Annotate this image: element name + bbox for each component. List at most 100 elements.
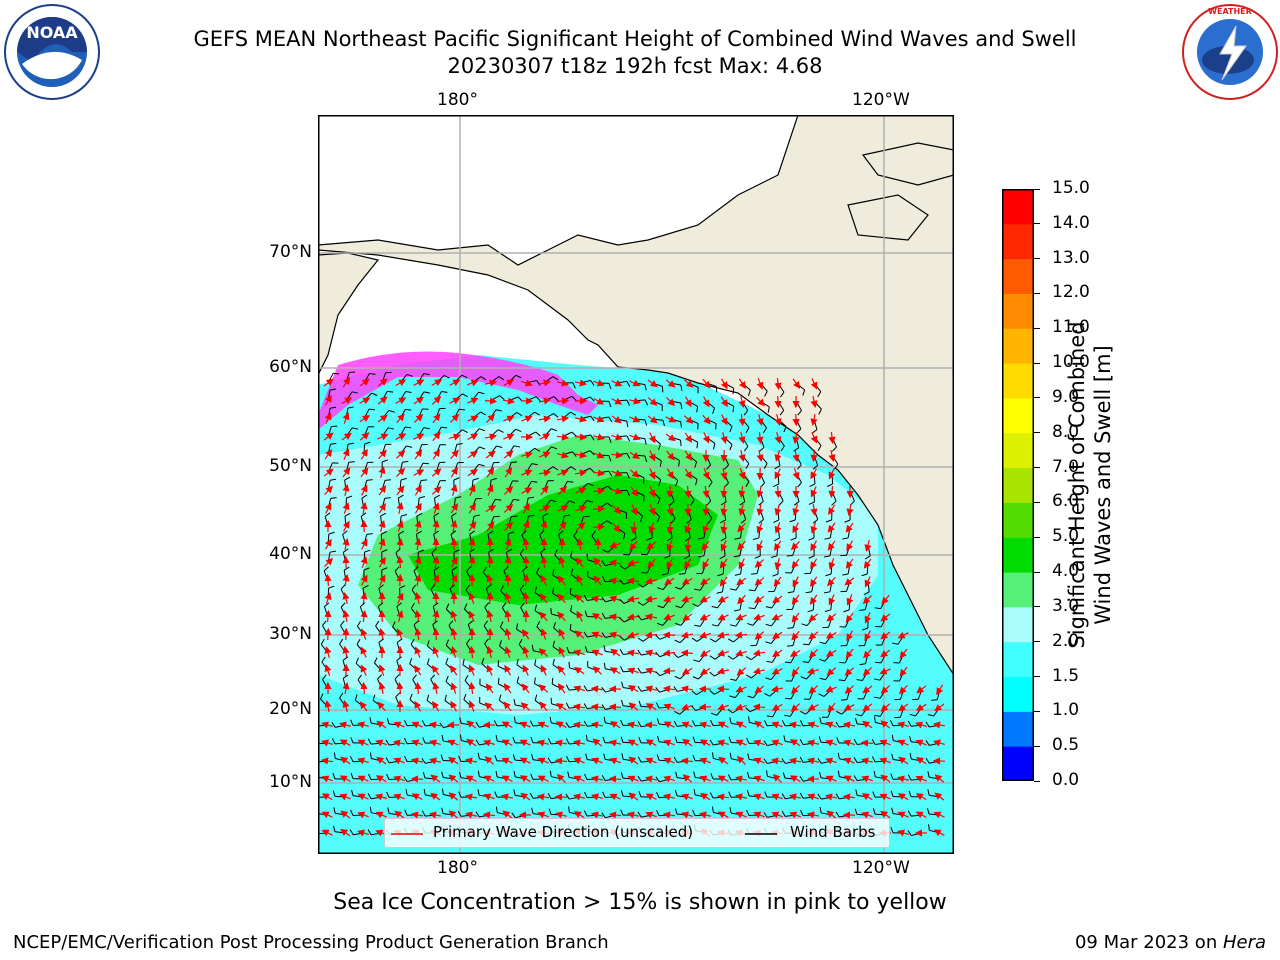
wind-barb-flag [873,678,881,681]
wind-barb-flag [534,604,538,611]
wave-direction-arrow [557,469,569,477]
wave-direction-arrow [324,557,334,567]
wind-barb-flag [477,752,480,759]
wind-barb-flag [732,388,735,395]
wave-direction-arrow [413,414,424,423]
wind-barb-flag [430,674,436,680]
wave-direction-arrow [684,450,693,461]
wind-barb-flag [409,693,413,700]
wave-direction-arrow [504,538,512,550]
wind-barb-flag [404,720,408,726]
wind-barb-flag [842,573,849,576]
colorbar-cell [1002,676,1034,712]
wave-direction-arrow [522,502,530,514]
wave-direction-arrow [486,591,494,605]
wave-direction-arrow [414,592,422,604]
wave-direction-arrow [414,484,422,496]
wind-barb-flag [762,427,767,434]
wind-barb-flag [620,736,624,743]
wind-barb-flag [443,375,450,379]
wave-direction-arrow [700,577,711,586]
wave-direction-arrow [521,415,533,423]
wind-barb-flag [719,555,726,560]
wind-barb-flag [329,550,337,553]
wave-direction-arrow [608,703,622,711]
wave-direction-arrow [698,703,712,711]
wind-barb-flag [515,374,522,379]
wave-direction-arrow [737,540,746,551]
noaa-logo: NOAA [4,4,100,100]
wave-direction-arrow [791,666,800,677]
wave-direction-arrow [393,721,405,729]
wind-barb-flag [587,482,594,487]
wind-barb-flag [752,537,759,541]
wind-barb-flag [859,609,866,611]
wave-direction-arrow [666,521,674,535]
wind-barb-flag [554,549,558,555]
wind-barb-flag [708,481,713,488]
wave-direction-arrow [557,379,569,387]
wind-barb-flag [695,479,698,486]
wave-direction-arrow [756,522,764,534]
wave-direction-arrow [716,667,730,675]
colorbar-tick-label: 0.0 [1052,770,1080,790]
wave-direction-arrow [520,397,534,405]
colorbar-cell [1002,711,1034,747]
wave-direction-arrow [522,646,530,658]
wave-direction-arrow [754,559,765,568]
wave-direction-arrow [936,684,944,696]
wave-direction-arrow [468,664,476,676]
wave-direction-arrow [846,594,854,606]
colorbar-cell [1002,432,1034,469]
wave-direction-arrow [450,646,458,658]
wind-barb-flag [790,537,797,541]
wave-direction-arrow [648,450,656,462]
wave-direction-arrow [864,540,872,552]
wind-barb-flag [364,549,371,553]
wave-direction-arrow [774,414,782,426]
wind-barb-flag [586,499,593,503]
wave-direction-arrow [738,413,746,427]
wave-direction-arrow [862,595,873,604]
wave-direction-arrow [844,577,855,586]
wave-direction-arrow [324,394,332,406]
wave-direction-arrow [879,739,891,747]
wind-barb-flag [765,606,772,609]
wind-barb-flag [691,690,697,695]
wind-barb-flag [439,722,444,728]
wave-direction-arrow [754,577,765,586]
wind-barb-flag [637,601,644,606]
wave-direction-arrow [810,378,818,390]
wave-direction-arrow [734,631,748,639]
wave-direction-arrow [378,466,386,478]
wind-barb-flag [800,710,806,715]
wind-barb-flag [441,426,448,429]
wind-barb-flag [433,602,439,607]
wind-barb-flag [450,530,457,535]
colorbar-title-line2: Wind Waves and Swell [m] [1091,345,1115,625]
wind-barb-flag [802,643,810,646]
wave-direction-arrow [684,539,692,553]
wind-barb-flag [801,623,808,627]
wave-direction-arrow [774,522,782,534]
wind-barb-flag [733,555,740,558]
wind-barb-flag [809,483,816,488]
wave-direction-arrow [863,558,872,569]
wave-direction-arrow [540,485,549,496]
wind-barb-flag [362,584,369,589]
wave-direction-arrow [574,451,588,459]
wave-direction-arrow [627,739,639,747]
wave-direction-arrow [702,485,710,499]
wave-direction-arrow [629,379,641,387]
wind-barb-flag [432,620,438,625]
wave-direction-arrow [629,451,641,459]
wind-barb-flag [836,710,842,715]
wave-direction-arrow [611,415,622,424]
wind-barb-flag [540,548,546,553]
wind-barb-flag [405,408,412,411]
wave-direction-arrow [842,721,856,729]
wind-barb-flag [770,555,777,559]
wave-direction-arrow [520,702,531,711]
wave-direction-arrow [557,593,566,604]
wind-barb-flag [824,609,831,612]
